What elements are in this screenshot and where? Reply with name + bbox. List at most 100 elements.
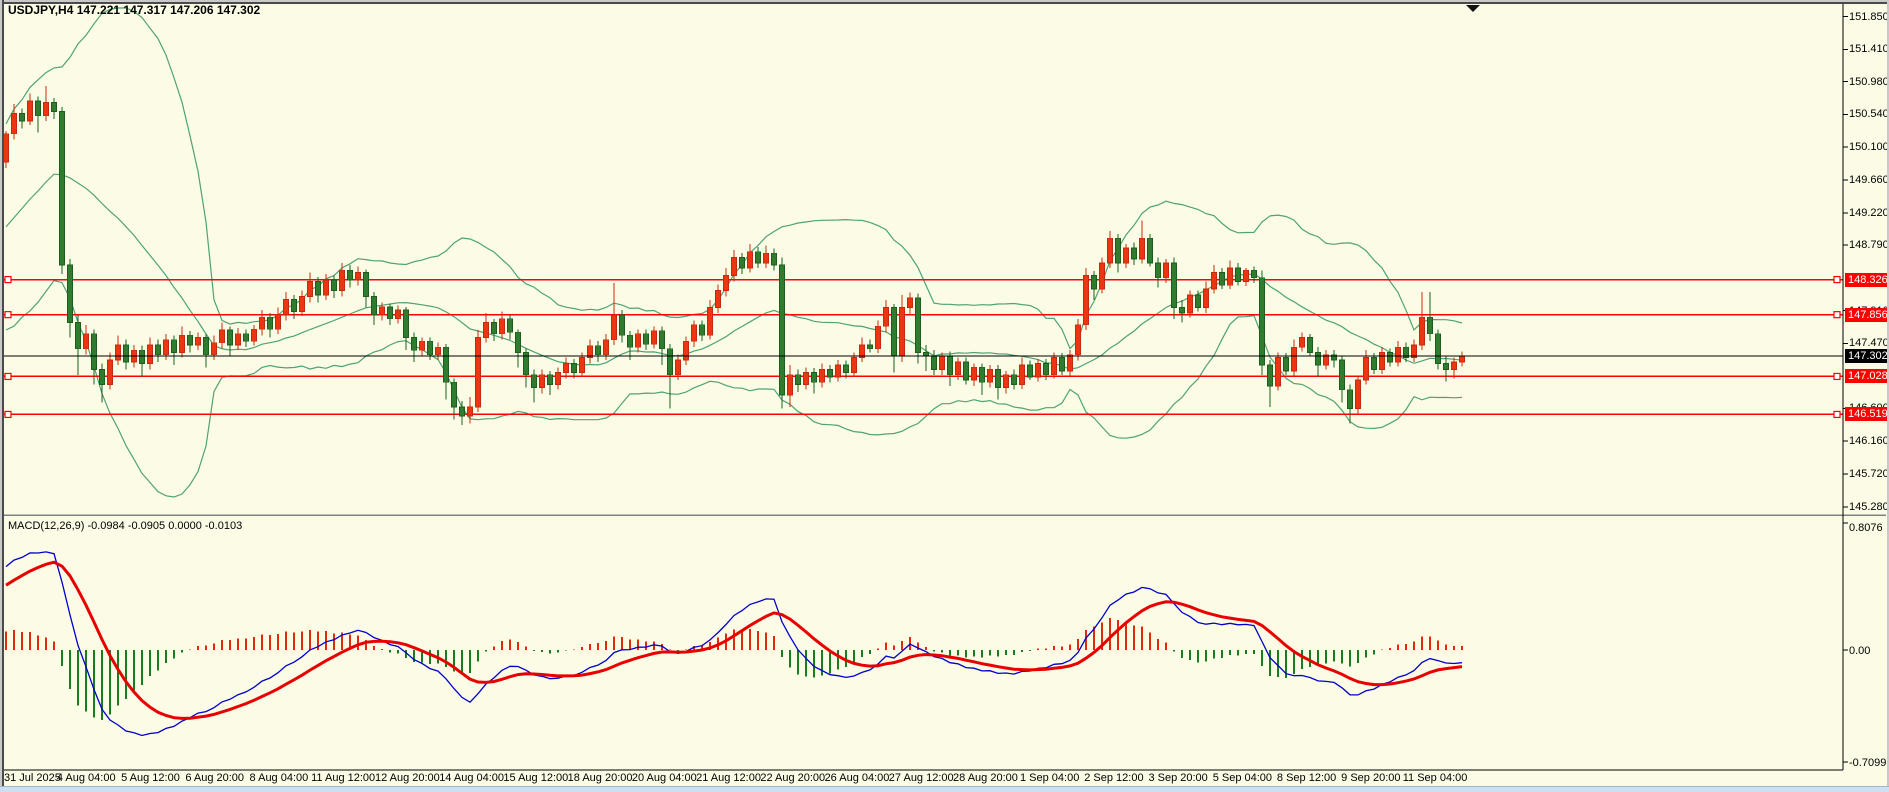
hline-handle[interactable] <box>4 311 12 319</box>
bull-candle <box>707 307 713 336</box>
time-tick-label: 8 Sep 12:00 <box>1276 772 1337 784</box>
hline-handle[interactable] <box>4 275 12 284</box>
bear-candle <box>1307 337 1313 353</box>
bear-candle <box>523 352 529 376</box>
time-tick-label: 27 Aug 12:00 <box>888 772 954 784</box>
bear-candle <box>187 334 193 346</box>
price-tick-label: 147.470 <box>1849 337 1889 350</box>
bull-candle <box>27 100 33 122</box>
hline-handle[interactable] <box>1833 311 1841 319</box>
bull-candle <box>1459 355 1465 363</box>
bear-candle <box>403 309 409 338</box>
time-tick-label: 5 Aug 12:00 <box>121 772 180 784</box>
bull-candle <box>299 296 305 312</box>
bear-candle <box>1347 389 1353 409</box>
bull-candle <box>907 297 913 309</box>
bull-candle <box>763 252 769 264</box>
bull-candle <box>651 330 657 345</box>
bear-candle <box>491 322 497 335</box>
price-tick-label: 151.850 <box>1849 10 1889 23</box>
bear-candle <box>995 369 1001 388</box>
bear-candle <box>1387 352 1393 363</box>
price-tick-label: 150.980 <box>1849 75 1889 88</box>
hline-handle[interactable] <box>4 372 12 381</box>
bear-candle <box>443 346 449 383</box>
macd-zero-label: 0.00 <box>1849 645 1871 657</box>
bull-candle <box>731 257 737 276</box>
bull-candle <box>1419 316 1425 346</box>
bear-candle <box>1059 357 1065 372</box>
window-frame-right <box>1887 0 1889 792</box>
bull-candle <box>283 299 289 315</box>
bear-candle <box>291 299 297 312</box>
hline-price-box: 146.519 <box>1845 407 1889 422</box>
bull-candle <box>211 342 217 356</box>
bear-candle <box>387 306 393 320</box>
bull-candle <box>323 279 329 296</box>
bear-candle <box>1131 247 1137 260</box>
hline-handle[interactable] <box>1833 275 1841 284</box>
hline-price-box: 147.028 <box>1845 369 1889 384</box>
bear-candle <box>1251 269 1257 279</box>
hline-146.519[interactable] <box>4 410 1843 419</box>
symbol-ohlc-title: USDJPY,H4 147.221 147.317 147.206 147.30… <box>8 3 261 17</box>
bull-candle <box>1211 272 1217 290</box>
bull-candle <box>875 325 881 350</box>
time-tick-label: 4 Aug 04:00 <box>56 772 116 784</box>
bull-candle <box>1323 354 1329 366</box>
bear-candle <box>659 330 665 350</box>
bear-candle <box>371 296 377 316</box>
bear-candle <box>1339 359 1345 391</box>
scroll-to-end-marker[interactable] <box>1466 5 1480 12</box>
bull-candle <box>1051 357 1057 376</box>
time-tick-label: 20 Aug 04:00 <box>631 772 697 784</box>
bull-candle <box>803 372 809 385</box>
bear-candle <box>843 364 849 373</box>
price-tick-label: 146.160 <box>1849 435 1889 448</box>
bull-candle <box>587 345 593 359</box>
bull-candle <box>3 133 9 163</box>
price-tick-label: 151.410 <box>1849 43 1889 56</box>
bear-candle <box>243 333 249 342</box>
price-tick-label: 145.720 <box>1849 468 1889 481</box>
time-tick-label: 22 Aug 20:00 <box>760 772 826 784</box>
hline-handle[interactable] <box>1833 410 1841 419</box>
bear-candle <box>227 329 233 346</box>
bull-candle <box>683 340 689 361</box>
macd-signal-line <box>5 560 1463 720</box>
bear-candle <box>1331 354 1337 361</box>
bear-candle <box>427 340 433 356</box>
bear-candle <box>931 355 937 370</box>
bull-candle <box>1123 247 1129 264</box>
bull-candle <box>859 344 865 359</box>
bull-candle <box>11 113 17 135</box>
bear-candle <box>1219 272 1225 286</box>
bull-candle <box>747 251 753 269</box>
macd-main-line <box>5 551 1463 737</box>
time-tick-label: 31 Jul 2025 <box>4 772 61 784</box>
price-tick-label: 149.220 <box>1849 206 1889 219</box>
time-tick-label: 8 Aug 04:00 <box>249 772 309 784</box>
hline-price-box: 147.856 <box>1845 307 1889 322</box>
bear-candle <box>99 369 105 385</box>
hline-147.028[interactable] <box>4 372 1843 381</box>
hline-147.856[interactable] <box>4 311 1843 319</box>
bear-candle <box>1171 262 1177 309</box>
bull-candle <box>179 334 185 353</box>
time-tick-label: 14 Aug 04:00 <box>439 772 505 784</box>
time-tick-label: 11 Aug 12:00 <box>311 772 376 784</box>
bear-candle <box>947 355 953 376</box>
window-bottom-strip <box>0 786 1889 792</box>
bear-candle <box>1403 346 1409 359</box>
bull-candle <box>499 318 505 335</box>
bull-candle <box>43 102 49 117</box>
bull-candle <box>1411 344 1417 359</box>
hline-handle[interactable] <box>4 410 12 419</box>
bear-candle <box>363 272 369 297</box>
time-tick-label: 11 Sep 04:00 <box>1402 772 1468 784</box>
bull-candle <box>715 290 721 309</box>
hline-handle[interactable] <box>1833 372 1841 381</box>
price-tick-label: 149.660 <box>1849 174 1889 187</box>
